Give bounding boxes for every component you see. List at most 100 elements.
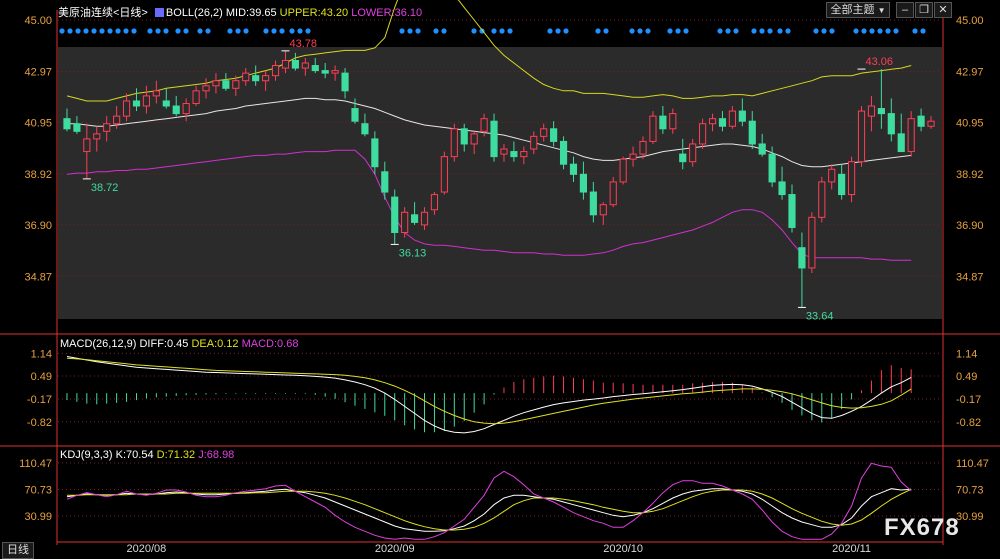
kdj-d-value: D:71.32 bbox=[156, 449, 196, 461]
price-panel-bg bbox=[58, 47, 942, 319]
candle-body bbox=[192, 90, 200, 104]
candle-body bbox=[619, 158, 627, 183]
macd-diff-value: DIFF:0.45 bbox=[139, 338, 189, 350]
candle-body bbox=[669, 113, 677, 130]
signal-dot bbox=[163, 28, 169, 34]
candle-body bbox=[103, 123, 111, 132]
signal-dot bbox=[893, 28, 899, 34]
candle-body bbox=[411, 214, 419, 223]
signal-dot bbox=[645, 28, 651, 34]
annotation-label: 38.72 bbox=[91, 182, 119, 194]
signal-dot bbox=[861, 28, 867, 34]
candle-body bbox=[460, 128, 468, 145]
candle-body bbox=[83, 138, 91, 153]
minimize-button[interactable]: – bbox=[896, 2, 914, 18]
candle-body bbox=[748, 120, 756, 145]
candle-body bbox=[818, 181, 826, 218]
candle-body bbox=[798, 247, 806, 269]
signal-dot bbox=[67, 28, 73, 34]
price-header: 美原油连续<日线> BOLL(26,2) MID:39.65 UPPER:43.… bbox=[58, 4, 422, 20]
signal-dot bbox=[725, 28, 731, 34]
kdj-k-value: K:70.54 bbox=[115, 449, 154, 461]
indicator-icon[interactable] bbox=[154, 8, 164, 17]
signal-dot bbox=[91, 28, 97, 34]
candle-body bbox=[679, 153, 687, 163]
candle-body bbox=[420, 211, 429, 226]
candle-body bbox=[887, 113, 895, 135]
signal-dot bbox=[297, 28, 303, 34]
y-tick-label-right: 70.73 bbox=[956, 485, 984, 497]
candle bbox=[619, 156, 627, 185]
annotation-label: 43.06 bbox=[866, 56, 894, 68]
boll-upper-value: UPPER:43.20 bbox=[279, 7, 349, 19]
candle bbox=[897, 113, 905, 153]
close-icon: ✕ bbox=[938, 4, 948, 16]
candle-body bbox=[857, 110, 866, 163]
candle bbox=[579, 161, 587, 200]
candle-body bbox=[649, 115, 657, 142]
candle bbox=[927, 116, 935, 129]
period-tab[interactable]: 日线 bbox=[2, 542, 34, 559]
signal-dot bbox=[759, 28, 765, 34]
y-tick-label-right: -0.17 bbox=[956, 394, 981, 406]
boll-lower-line bbox=[66, 149, 912, 261]
candle-body bbox=[559, 140, 568, 165]
candle bbox=[679, 138, 687, 170]
candle-body bbox=[917, 115, 925, 127]
candle bbox=[520, 146, 528, 165]
candle bbox=[669, 108, 677, 134]
kdj-j-value: J:68.98 bbox=[198, 449, 235, 461]
candle-body bbox=[530, 135, 538, 150]
y-tick-label-right: 110.47 bbox=[956, 458, 989, 470]
y-tick-label-right: 1.14 bbox=[956, 348, 977, 360]
candle-body bbox=[321, 70, 329, 74]
restore-button[interactable]: ❐ bbox=[915, 2, 933, 18]
candle bbox=[550, 121, 558, 147]
candle bbox=[162, 88, 170, 109]
signal-dot bbox=[785, 28, 791, 34]
candle-body bbox=[152, 90, 160, 97]
candle bbox=[232, 75, 240, 96]
signal-dot bbox=[885, 28, 891, 34]
boll-lower-value: LOWER:36.10 bbox=[351, 7, 423, 19]
candle bbox=[202, 78, 210, 99]
candle-body bbox=[113, 115, 121, 125]
candle bbox=[411, 202, 419, 225]
candle bbox=[857, 106, 866, 167]
candle-body bbox=[430, 194, 439, 211]
signal-dot bbox=[131, 28, 137, 34]
candle-body bbox=[778, 181, 786, 196]
signal-dot bbox=[59, 28, 65, 34]
candle-body bbox=[252, 75, 260, 82]
signal-dot bbox=[147, 28, 153, 34]
candle bbox=[321, 63, 329, 79]
theme-dropdown[interactable]: 全部主题 ▼ bbox=[826, 2, 890, 18]
axis-lines bbox=[0, 10, 1000, 545]
candle-body bbox=[122, 100, 131, 117]
candle bbox=[440, 151, 448, 195]
signal-dot bbox=[683, 28, 689, 34]
candle-body bbox=[540, 128, 548, 137]
y-tick-label-left: -0.17 bbox=[27, 394, 52, 406]
y-tick-label-left: 110.47 bbox=[19, 458, 52, 470]
signal-dot bbox=[563, 28, 569, 34]
candle bbox=[838, 164, 846, 200]
candle-body bbox=[440, 156, 448, 193]
y-tick-label-left: 30.99 bbox=[24, 511, 52, 523]
candle-body bbox=[212, 80, 220, 87]
signal-dot bbox=[675, 28, 681, 34]
signal-dot bbox=[829, 28, 835, 34]
close-button[interactable]: ✕ bbox=[934, 2, 952, 18]
candle-body bbox=[738, 110, 746, 122]
signal-dot bbox=[183, 28, 189, 34]
candle bbox=[569, 156, 578, 182]
candle-body bbox=[510, 151, 518, 158]
signal-dot bbox=[107, 28, 113, 34]
candle bbox=[887, 98, 895, 142]
y-tick-labels: 45.00 45.00 42.97 42.97 40.95 40.95 38.92 38.92… bbox=[19, 15, 989, 523]
candle-body bbox=[500, 148, 508, 155]
y-tick-label-right: 34.87 bbox=[956, 271, 984, 283]
candle bbox=[192, 85, 200, 107]
signal-dot bbox=[821, 28, 827, 34]
signal-dot bbox=[415, 28, 421, 34]
